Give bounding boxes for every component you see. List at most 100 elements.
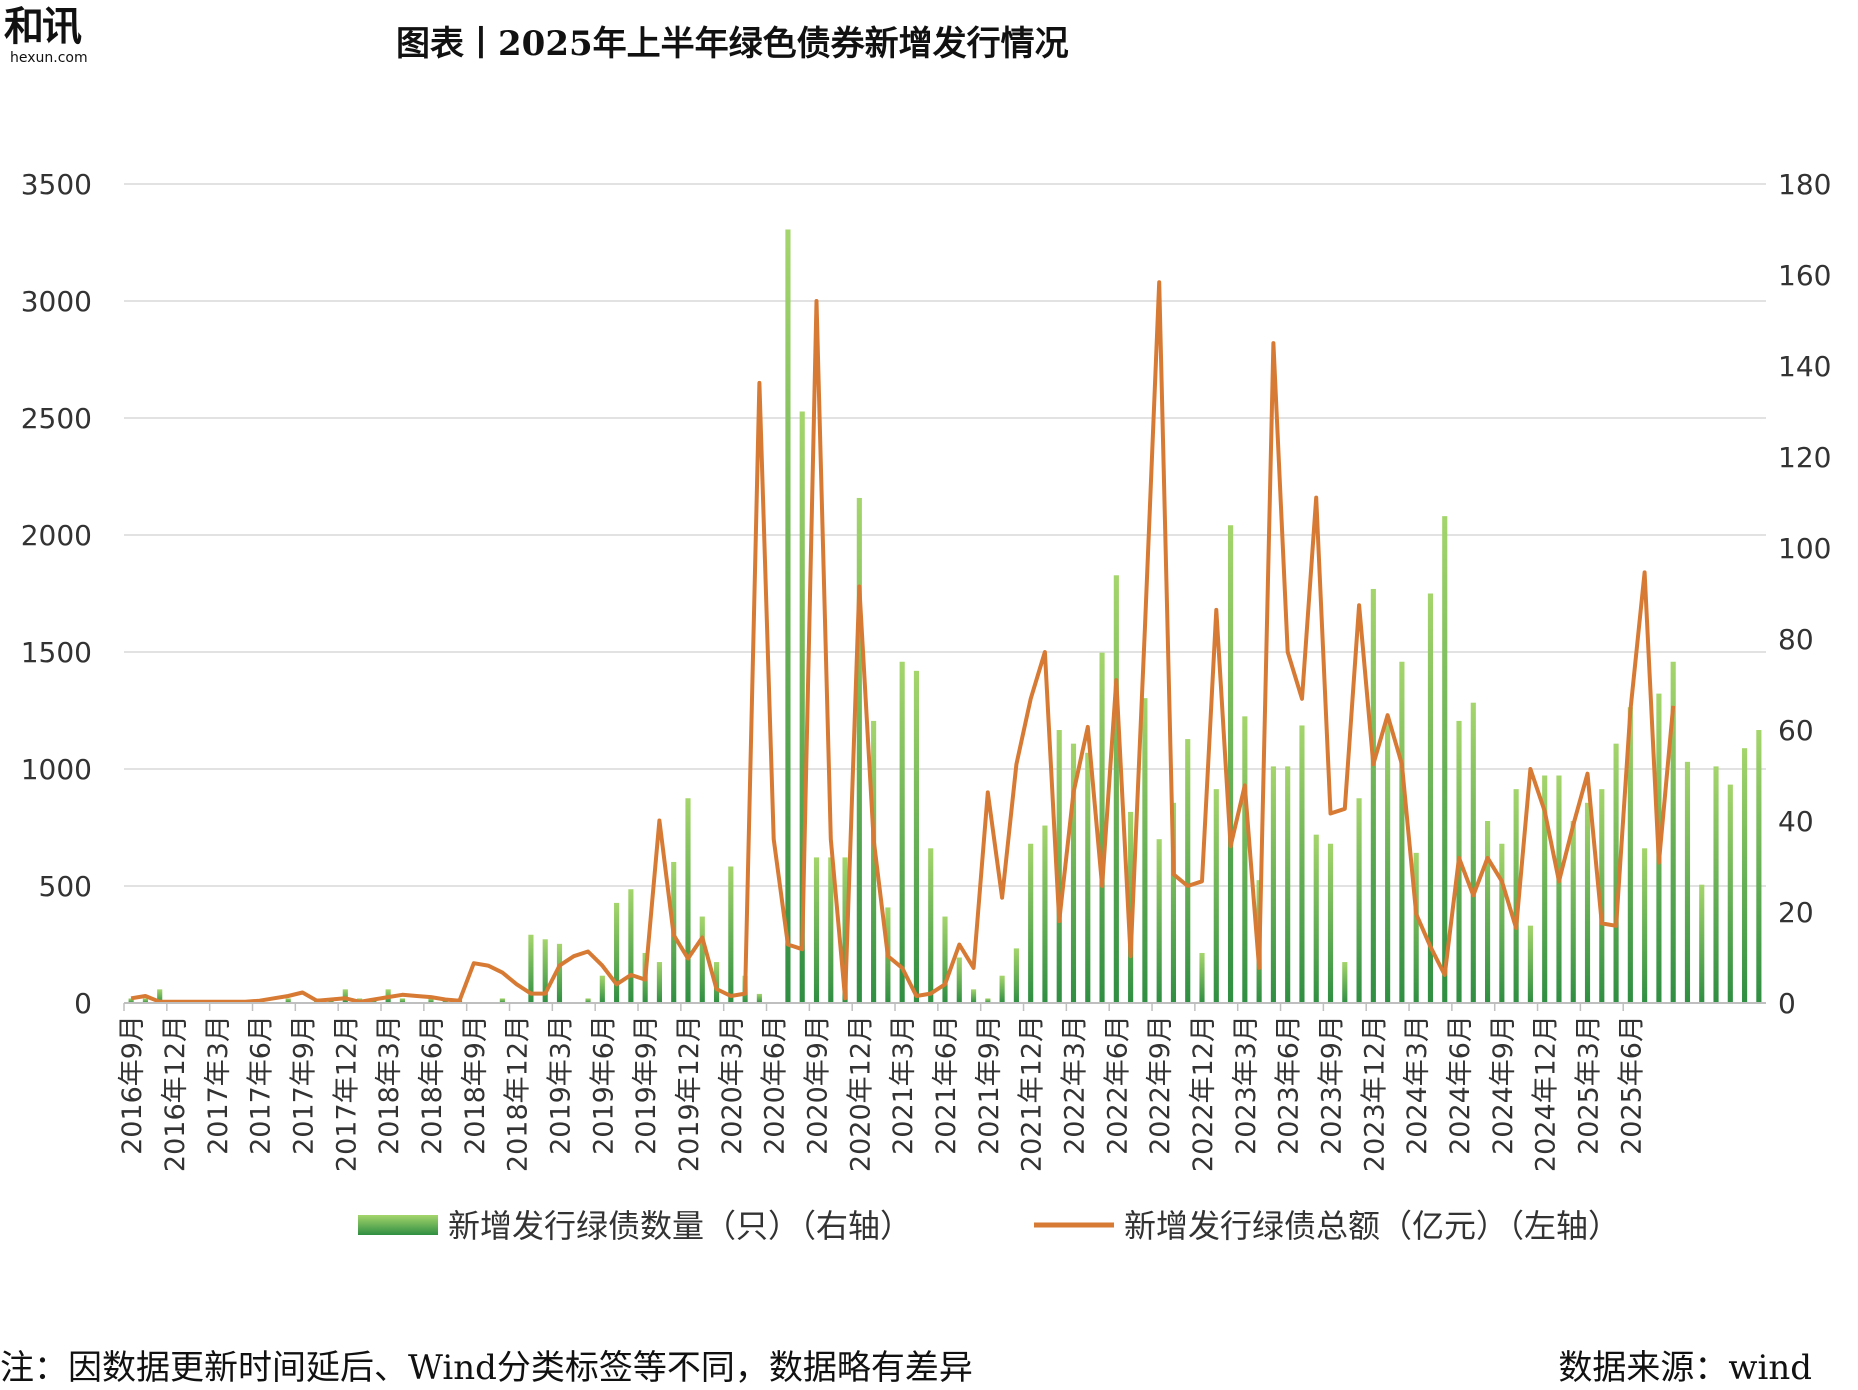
x-tick-label: 2024年3月: [1402, 1015, 1433, 1155]
bar: [1485, 821, 1491, 1003]
x-tick-label: 2021年9月: [974, 1015, 1005, 1155]
footnote: 注：因数据更新时间延后、Wind分类标签等不同，数据略有差异: [0, 1348, 973, 1388]
y-right-tick-label: 0: [1778, 987, 1796, 1020]
y-left-tick-label: 500: [39, 870, 92, 903]
bar: [1128, 811, 1134, 1003]
bar: [1013, 948, 1019, 1003]
x-tick-label: 2017年9月: [288, 1015, 319, 1155]
x-tick-label: 2022年9月: [1145, 1015, 1176, 1155]
bar: [1470, 702, 1476, 1003]
bar: [1399, 661, 1405, 1003]
bar: [1313, 834, 1319, 1003]
x-tick-label: 2019年6月: [588, 1015, 619, 1155]
bar: [1756, 730, 1762, 1003]
bar: [756, 993, 762, 1003]
x-tick-label: 2020年6月: [760, 1015, 791, 1155]
bar: [1213, 789, 1219, 1003]
x-tick-label: 2020年12月: [845, 1015, 876, 1172]
x-tick-label: 2021年3月: [888, 1015, 919, 1155]
bar: [428, 998, 434, 1003]
x-tick-label: 2017年3月: [203, 1015, 234, 1155]
bar: [1185, 739, 1191, 1003]
bar: [871, 720, 877, 1003]
y-right-tick-label: 40: [1778, 805, 1814, 838]
y-left-tick-label: 2500: [21, 402, 92, 435]
bar: [1413, 852, 1419, 1003]
x-tick-label: 2021年12月: [1017, 1015, 1048, 1172]
x-tick-label: 2023年3月: [1231, 1015, 1262, 1155]
bar: [685, 798, 691, 1003]
y-right-tick-label: 80: [1778, 623, 1814, 656]
bar: [813, 857, 820, 1003]
bar: [1170, 802, 1177, 1003]
bar: [1056, 730, 1062, 1003]
x-tick-label: 2016年9月: [117, 1015, 148, 1155]
x-tick-label: 2018年6月: [417, 1015, 448, 1155]
x-tick-label: 2025年3月: [1574, 1015, 1605, 1155]
bar: [970, 989, 977, 1003]
y-left-tick-label: 2000: [21, 519, 92, 552]
bar: [499, 998, 505, 1003]
bar: [1642, 848, 1648, 1003]
x-tick-label: 2017年6月: [246, 1015, 277, 1155]
bar: [1028, 843, 1034, 1003]
x-tick-label: 2018年12月: [503, 1015, 534, 1172]
y-right-tick-label: 100: [1778, 532, 1831, 565]
bar: [999, 975, 1005, 1003]
bar: [1699, 884, 1705, 1003]
bar: [614, 902, 620, 1003]
x-tick-label: 2022年3月: [1060, 1015, 1091, 1155]
bar: [1199, 952, 1205, 1003]
bar: [1727, 784, 1733, 1003]
x-tick-label: 2021年6月: [931, 1015, 962, 1155]
x-tick-label: 2020年3月: [717, 1015, 748, 1155]
bar: [1527, 925, 1533, 1003]
chart-title: 图表丨2025年上半年绿色债券新增发行情况: [396, 24, 1069, 64]
bar: [899, 661, 905, 1003]
x-tick-label: 2024年9月: [1488, 1015, 1519, 1155]
bar: [142, 998, 148, 1003]
bar: [1270, 766, 1276, 1003]
bar: [157, 989, 163, 1003]
bar: [1584, 802, 1591, 1003]
bar: [599, 975, 605, 1003]
bar: [1599, 789, 1605, 1003]
legend-swatch-bar: [358, 1215, 438, 1235]
bar: [1570, 821, 1576, 1003]
x-tick-label: 2018年3月: [374, 1015, 405, 1155]
bar: [1327, 843, 1334, 1003]
bar: [928, 848, 934, 1003]
x-tick-label: 2017年12月: [331, 1015, 362, 1172]
bar: [656, 962, 663, 1003]
bar: [856, 497, 862, 1003]
bar: [1099, 652, 1105, 1003]
bar: [342, 989, 348, 1003]
x-tick-label: 2023年12月: [1359, 1015, 1390, 1172]
logo-domain: hexun.com: [10, 50, 88, 66]
x-tick-label: 2020年9月: [802, 1015, 833, 1155]
y-left-tick-label: 1500: [21, 636, 92, 669]
y-left-tick-label: 1000: [21, 753, 92, 786]
total-amount-line: [130, 280, 1676, 1004]
y-right-tick-label: 60: [1778, 714, 1814, 747]
bar: [1227, 525, 1234, 1003]
bar: [128, 998, 134, 1003]
bar: [842, 857, 848, 1003]
x-tick-label: 2024年6月: [1445, 1015, 1476, 1155]
x-tick-label: 2023年9月: [1317, 1015, 1348, 1155]
bar: [699, 916, 705, 1003]
y-right-tick-label: 160: [1778, 259, 1831, 292]
bar: [1356, 798, 1362, 1003]
x-tick-label: 2022年6月: [1102, 1015, 1133, 1155]
bar: [785, 229, 791, 1003]
green-bond-chart: 0 500 1000 1500 2000 2500 3000 3500 0 20 40 60 80 100…: [21, 168, 1832, 1245]
bar: [1442, 516, 1448, 1003]
x-tick-label: 2025年6月: [1616, 1015, 1647, 1155]
bar: [1370, 588, 1376, 1003]
legend-label-count: 新增发行绿债数量（只）（右轴）: [448, 1207, 912, 1245]
bar: [285, 998, 291, 1003]
legend-label-amount: 新增发行绿债总额（亿元）（左轴）: [1124, 1207, 1620, 1245]
bar: [1342, 962, 1348, 1003]
bar: [628, 889, 634, 1003]
bar: [1085, 752, 1091, 1003]
